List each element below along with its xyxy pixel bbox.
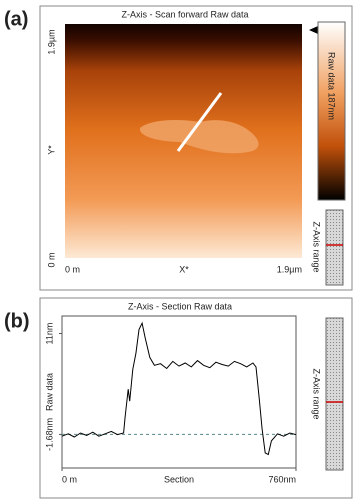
y-tick-label: 0 m [46,252,56,267]
plot-frame [61,315,297,469]
y-tick-label: -1.68nm [44,418,54,451]
x-tick-label: 0 m [62,474,77,484]
y-tick-label: 11nm [44,323,54,345]
x-tick-label: 760nm [268,474,296,484]
range-label: Z-Axis range [312,221,322,272]
range-label: Z-Axis range [312,368,322,419]
panel-label: (b) [4,310,30,332]
section-line [176,92,223,152]
marker [309,26,318,34]
range-box [325,317,344,471]
panel-frame [39,297,353,499]
x-tick-label: 0 m [65,264,80,274]
y-tick-label: Y* [46,145,56,155]
colorbar [317,21,346,201]
y-axis-label: Raw data [44,373,54,411]
range-box [325,209,344,286]
x-tick-label: 1.9µm [277,264,302,274]
panel-label: (a) [4,8,28,30]
colorbar-label: Raw data 187nm [327,52,337,120]
x-axis-label: Section [164,474,194,484]
chart-title: Z-Axis - Section Raw data [128,301,232,311]
island [139,120,259,154]
panel-title: Z-Axis - Scan forward Raw data [121,9,248,19]
x-tick-label: X* [179,264,189,274]
y-tick-label: 1.9µm [46,29,56,54]
profile-line [61,321,297,456]
